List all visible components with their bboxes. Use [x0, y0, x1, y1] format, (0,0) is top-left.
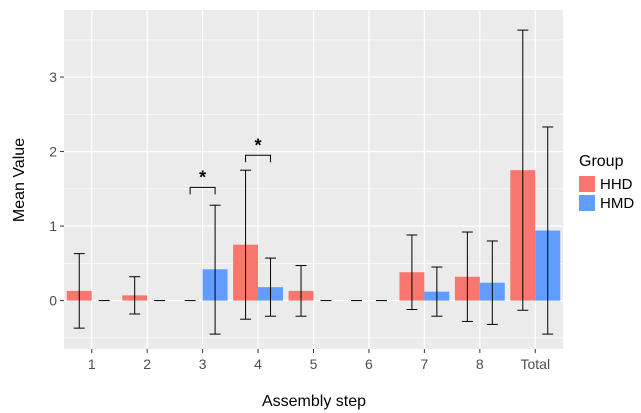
x-tick-label: 1 — [88, 356, 96, 372]
y-tick-label: 3 — [49, 69, 57, 85]
x-tick-label: 5 — [310, 356, 318, 372]
significance-bracket — [189, 186, 216, 195]
significance-bracket — [245, 154, 272, 163]
error-bars — [73, 29, 554, 335]
x-axis-title: Assembly step — [262, 393, 366, 410]
legend-label-hhd: HHD — [600, 176, 633, 193]
legend: Group HHD HMD — [579, 153, 634, 212]
legend-title: Group — [579, 153, 624, 170]
significance-marker: * — [255, 135, 262, 155]
y-axis: 0 1 2 3 — [49, 69, 64, 309]
x-tick-label: 3 — [199, 356, 207, 372]
x-tick-label: 8 — [476, 356, 484, 372]
x-tick-label: 4 — [254, 356, 262, 372]
significance-marker: * — [199, 167, 206, 187]
y-tick-label: 1 — [49, 218, 57, 234]
y-tick-label: 2 — [49, 144, 57, 160]
y-tick-label: 0 — [49, 293, 57, 309]
x-tick-label: 2 — [143, 356, 151, 372]
y-axis-title: Mean Value — [11, 138, 28, 222]
annotations: ** — [189, 135, 272, 195]
legend-swatch-hmd — [579, 195, 595, 211]
x-tick-label: Total — [520, 356, 550, 372]
legend-swatch-hhd — [579, 176, 595, 192]
legend-label-hmd: HMD — [600, 195, 634, 212]
x-axis: 1 2 3 4 5 6 7 8 Total — [88, 349, 550, 372]
x-tick-label: 7 — [420, 356, 428, 372]
x-tick-label: 6 — [365, 356, 373, 372]
